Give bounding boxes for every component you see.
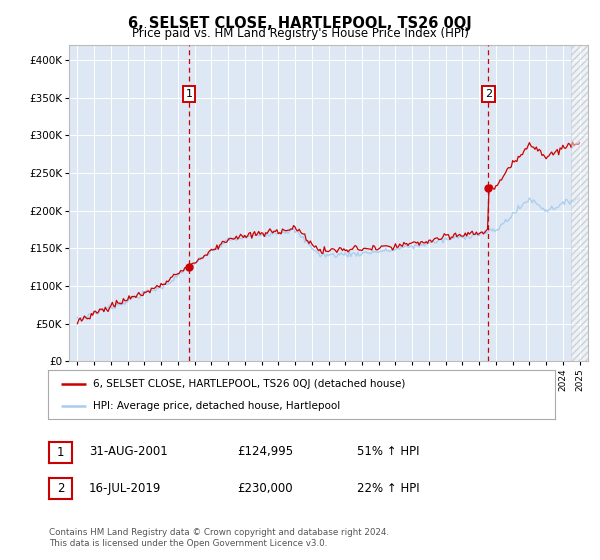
Text: £230,000: £230,000 bbox=[237, 482, 293, 495]
Bar bbox=[571, 45, 588, 361]
Text: £124,995: £124,995 bbox=[237, 445, 293, 459]
Text: 2: 2 bbox=[485, 89, 492, 99]
Text: 1: 1 bbox=[185, 89, 193, 99]
Text: 51% ↑ HPI: 51% ↑ HPI bbox=[357, 445, 419, 459]
Text: 31-AUG-2001: 31-AUG-2001 bbox=[89, 445, 167, 459]
Text: 22% ↑ HPI: 22% ↑ HPI bbox=[357, 482, 419, 495]
Text: 16-JUL-2019: 16-JUL-2019 bbox=[89, 482, 161, 495]
Text: 6, SELSET CLOSE, HARTLEPOOL, TS26 0QJ (detached house): 6, SELSET CLOSE, HARTLEPOOL, TS26 0QJ (d… bbox=[92, 379, 405, 389]
Text: 6, SELSET CLOSE, HARTLEPOOL, TS26 0QJ: 6, SELSET CLOSE, HARTLEPOOL, TS26 0QJ bbox=[128, 16, 472, 31]
Text: HPI: Average price, detached house, Hartlepool: HPI: Average price, detached house, Hart… bbox=[92, 400, 340, 410]
Text: Price paid vs. HM Land Registry's House Price Index (HPI): Price paid vs. HM Land Registry's House … bbox=[131, 27, 469, 40]
Text: 1: 1 bbox=[57, 446, 64, 459]
Text: Contains HM Land Registry data © Crown copyright and database right 2024.
This d: Contains HM Land Registry data © Crown c… bbox=[49, 528, 389, 548]
Text: 2: 2 bbox=[57, 482, 64, 495]
